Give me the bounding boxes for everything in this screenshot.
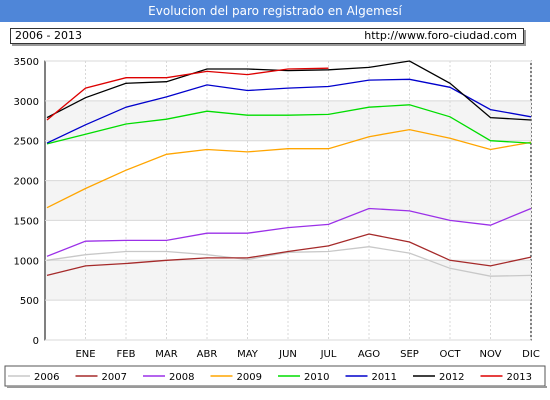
- x-tick-label: MAR: [155, 349, 177, 360]
- y-tick-label: 2500: [14, 137, 39, 148]
- y-tick-label: 3000: [14, 97, 39, 108]
- x-tick-label: FEB: [117, 349, 136, 360]
- x-tick-label: ENE: [75, 349, 95, 360]
- x-tick-label: AGO: [358, 349, 380, 360]
- x-tick-label: MAY: [237, 349, 259, 360]
- y-tick-label: 1500: [14, 216, 39, 227]
- legend-label-2006: 2006: [34, 372, 59, 383]
- y-tick-label: 500: [20, 296, 39, 307]
- series-line-2010: [46, 104, 532, 145]
- legend-label-2009: 2009: [237, 372, 262, 383]
- series-line-2006: [46, 246, 532, 277]
- y-tick-label: 1000: [14, 256, 39, 267]
- series-line-2013: [46, 67, 329, 121]
- y-tick-label: 2000: [14, 177, 39, 188]
- legend-label-2013: 2013: [507, 372, 532, 383]
- series-line-2009: [46, 128, 532, 209]
- source-url: http://www.foro-ciudad.com: [364, 29, 517, 42]
- legend-label-2010: 2010: [304, 372, 329, 383]
- x-tick-label: DIC: [522, 349, 540, 360]
- info-box: 2006 - 2013 http://www.foro-ciudad.com: [10, 28, 524, 44]
- series-line-2008: [46, 207, 532, 257]
- x-tick-label: NOV: [479, 349, 501, 360]
- chart-title: Evolucion del paro registrado en Algemes…: [0, 0, 550, 22]
- x-tick-label: SEP: [400, 349, 419, 360]
- series-line-2012: [46, 60, 532, 121]
- legend-label-2007: 2007: [102, 372, 127, 383]
- y-tick-label: 0: [33, 336, 39, 347]
- y-tick-label: 3500: [14, 57, 39, 68]
- legend-label-2011: 2011: [372, 372, 397, 383]
- x-tick-label: JUN: [278, 349, 297, 360]
- x-tick-label: ABR: [197, 349, 218, 360]
- legend-shadow: [7, 386, 547, 388]
- legend-label-2012: 2012: [439, 372, 464, 383]
- x-tick-label: OCT: [440, 349, 462, 360]
- legend: 2006 2007 2008 2009 2010 2011 2012 2013: [4, 365, 547, 388]
- series-line-2007: [46, 233, 532, 277]
- x-tick-label: JUL: [320, 349, 337, 360]
- legend-label-2008: 2008: [169, 372, 194, 383]
- series-line-2011: [46, 78, 532, 144]
- period-label: 2006 - 2013: [15, 29, 82, 42]
